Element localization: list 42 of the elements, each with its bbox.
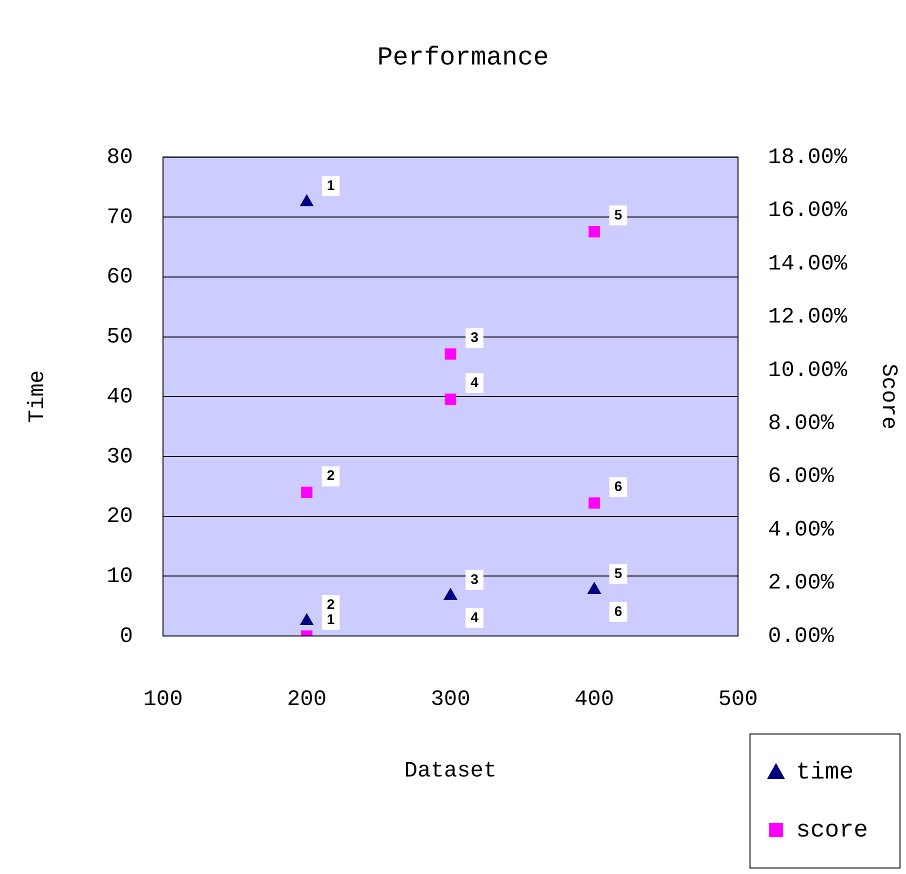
y-tick-label: 0 bbox=[120, 624, 133, 649]
legend-label: score bbox=[796, 817, 868, 844]
annotation: 3 bbox=[470, 328, 479, 345]
y-tick-label: 80 bbox=[106, 145, 133, 170]
annotation: 2 bbox=[326, 596, 335, 612]
x-tick-label: 400 bbox=[574, 687, 614, 712]
annotation: 6 bbox=[614, 602, 622, 619]
x-axis-title: Dataset bbox=[404, 758, 497, 784]
y2-tick-label: 6.00% bbox=[768, 464, 835, 490]
x-tick-label: 100 bbox=[143, 687, 183, 712]
y-tick-label: 20 bbox=[106, 504, 133, 530]
y2-axis-title: Score bbox=[876, 364, 901, 430]
y2-tick-label: 4.00% bbox=[768, 517, 835, 542]
y-tick-label: 30 bbox=[106, 444, 133, 470]
annotation: 1 bbox=[326, 610, 335, 627]
x-tick-label: 200 bbox=[286, 687, 327, 712]
annotation: 6 bbox=[614, 478, 622, 494]
annotation: 2 bbox=[326, 467, 335, 484]
y2-tick-label: 8.00% bbox=[768, 411, 835, 436]
annotation: 1 bbox=[326, 176, 335, 193]
annotation: 3 bbox=[470, 570, 479, 587]
annotation: 4 bbox=[470, 374, 479, 390]
y-tick-label: 50 bbox=[106, 324, 133, 350]
y2-tick-label: 18.00% bbox=[768, 145, 848, 170]
y2-tick-label: 12.00% bbox=[768, 304, 848, 330]
y-tick-label: 10 bbox=[106, 564, 133, 589]
legend-label: time bbox=[796, 759, 854, 786]
y2-tick-label: 0.00% bbox=[768, 624, 835, 649]
y-axis-title: Time bbox=[25, 370, 50, 424]
chart-title: Performance bbox=[377, 42, 549, 72]
y2-tick-label: 10.00% bbox=[768, 358, 848, 383]
annotation: 5 bbox=[614, 564, 622, 581]
y-tick-label: 70 bbox=[106, 204, 133, 230]
annotation: 5 bbox=[614, 206, 622, 222]
y-tick-label: 40 bbox=[106, 384, 133, 410]
y-tick-label: 60 bbox=[106, 264, 133, 290]
x-tick-label: 300 bbox=[430, 687, 470, 712]
x-tick-label: 500 bbox=[718, 687, 758, 712]
y2-tick-label: 2.00% bbox=[768, 570, 835, 596]
y2-tick-label: 16.00% bbox=[768, 198, 848, 224]
annotation: 4 bbox=[470, 608, 479, 625]
y2-tick-label: 14.00% bbox=[768, 251, 848, 276]
